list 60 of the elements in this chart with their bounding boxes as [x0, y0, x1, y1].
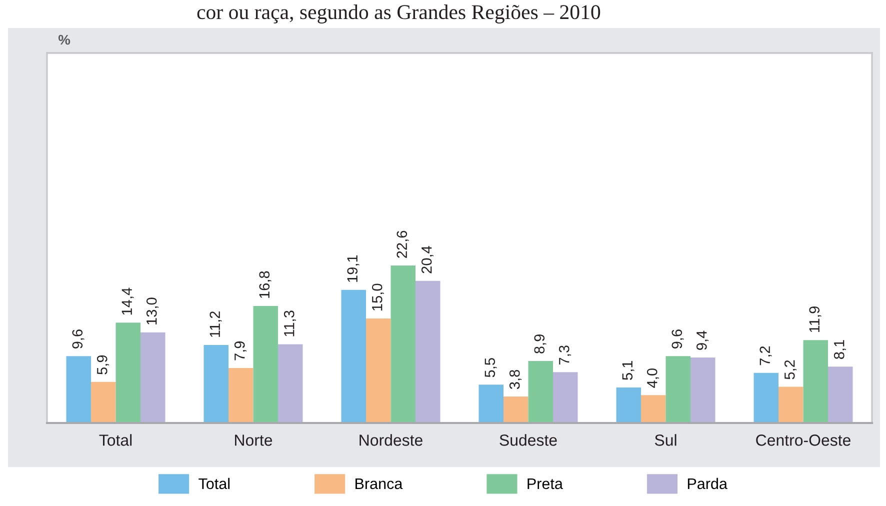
chart-title: cor ou raça, segundo as Grandes Regiões – 2010 [197, 4, 600, 24]
bar [504, 396, 528, 423]
data-label: 5,9 [96, 355, 110, 374]
bar [666, 356, 690, 423]
data-label: 9,6 [72, 330, 84, 348]
data-label: 8,9 [534, 334, 546, 354]
bar [828, 366, 853, 423]
bar [553, 372, 578, 423]
legend-label: Parda [688, 478, 728, 490]
legend-label: Total [198, 478, 230, 490]
data-label: 19,1 [347, 255, 360, 282]
bar [366, 318, 391, 423]
x-tick-label: Sudeste [500, 434, 557, 446]
bar [253, 306, 278, 423]
bar [528, 360, 553, 423]
bar [390, 266, 416, 423]
bar [616, 387, 641, 423]
bar [754, 372, 778, 423]
data-label: 4,0 [646, 368, 660, 388]
legend-label: Branca [356, 478, 403, 490]
legend-label: Preta [528, 478, 563, 490]
x-tick-label: Nordeste [360, 434, 422, 446]
bar [116, 322, 140, 423]
bar [416, 280, 440, 423]
data-label: 22,6 [396, 230, 409, 258]
data-label: 11,9 [809, 306, 822, 332]
x-tick-label: Sul [654, 434, 676, 446]
data-label: 3,8 [509, 370, 522, 390]
bar [803, 340, 828, 423]
data-label: 15,0 [372, 284, 384, 310]
data-label: 7,9 [234, 341, 247, 360]
data-label: 11,3 [284, 310, 296, 336]
data-label: 7,2 [760, 346, 772, 366]
data-label: 20,4 [421, 246, 434, 274]
data-label: 9,4 [696, 330, 709, 350]
data-label: 13,0 [146, 298, 159, 324]
bar [690, 358, 716, 423]
data-label: 9,6 [672, 330, 684, 348]
data-label: 14,4 [122, 288, 134, 315]
bar [91, 382, 116, 423]
data-label: 7,3 [558, 346, 572, 364]
bar [228, 368, 254, 423]
data-label: 5,5 [484, 358, 497, 378]
bar [778, 386, 804, 423]
text: % [58, 34, 70, 45]
bar [66, 356, 91, 423]
x-tick-label: Total [99, 434, 132, 446]
data-label: 8,1 [834, 340, 846, 359]
x-tick-label: Centro-Oeste [756, 434, 850, 446]
data-label: 11,2 [210, 311, 222, 337]
data-label: 16,8 [259, 271, 272, 298]
bar [140, 332, 166, 423]
bar [641, 395, 666, 423]
bar [278, 344, 303, 423]
bar [478, 384, 504, 423]
bar [341, 290, 366, 423]
x-tick-label: Norte [235, 434, 272, 446]
bar [204, 344, 228, 423]
data-label: 5,2 [784, 360, 797, 380]
data-label: 5,1 [622, 360, 634, 380]
